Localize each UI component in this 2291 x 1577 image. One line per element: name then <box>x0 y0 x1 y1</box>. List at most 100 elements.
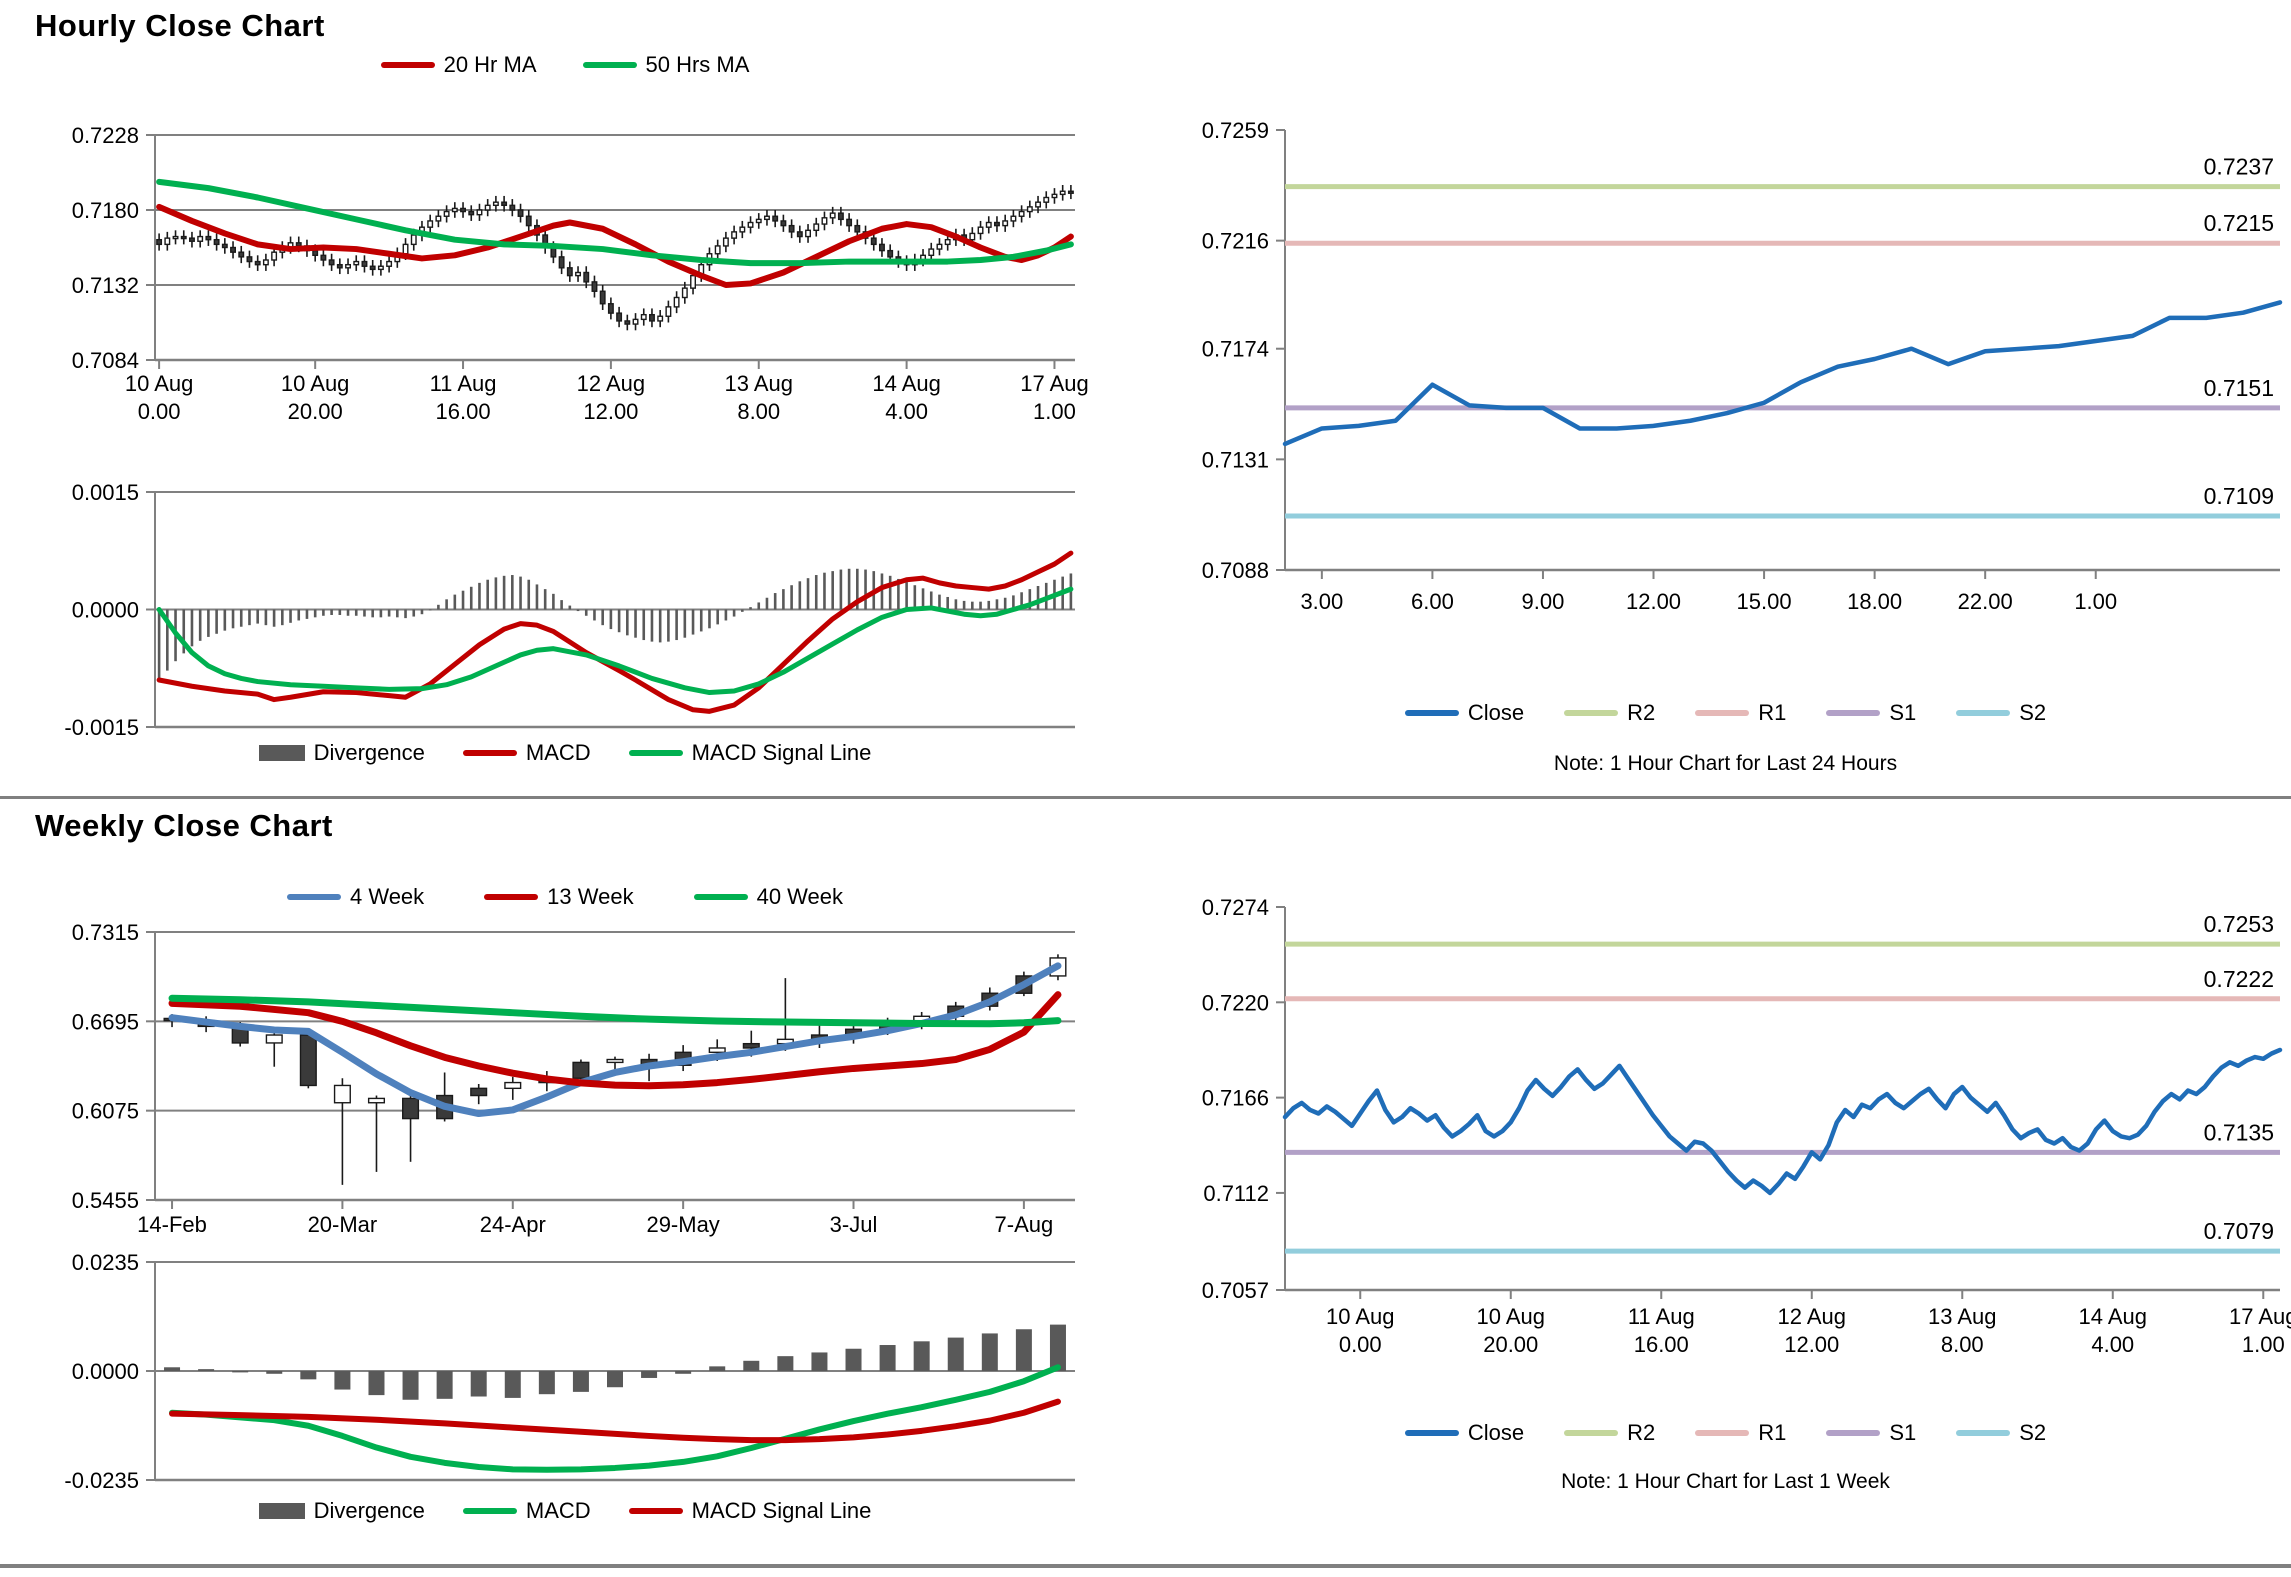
svg-text:0.7259: 0.7259 <box>1202 118 1269 143</box>
svg-text:20.00: 20.00 <box>288 399 343 424</box>
svg-text:0.0015: 0.0015 <box>72 480 139 505</box>
svg-text:0.7174: 0.7174 <box>1202 337 1269 362</box>
line-swatch-icon <box>582 62 637 68</box>
svg-text:3-Jul: 3-Jul <box>830 1212 878 1237</box>
legend-item-40-week: 40 Week <box>693 884 844 910</box>
line-swatch-icon <box>462 1508 517 1514</box>
svg-text:1.00: 1.00 <box>1033 399 1076 424</box>
svg-text:12 Aug: 12 Aug <box>1778 1304 1847 1329</box>
legend-label: R2 <box>1627 1420 1656 1445</box>
legend-label: MACD <box>525 740 591 765</box>
svg-text:12.00: 12.00 <box>583 399 638 424</box>
svg-text:10 Aug: 10 Aug <box>1476 1304 1545 1329</box>
line-swatch-icon <box>628 750 683 756</box>
svg-text:14 Aug: 14 Aug <box>872 371 941 396</box>
svg-text:10 Aug: 10 Aug <box>125 371 194 396</box>
svg-text:18.00: 18.00 <box>1847 589 1902 614</box>
bar-swatch-icon <box>258 1503 305 1519</box>
section-divider <box>0 796 2291 799</box>
legend-label: 50 Hrs MA <box>645 52 750 77</box>
svg-text:0.6075: 0.6075 <box>72 1099 139 1124</box>
weekly-support-resistance-chart: 0.7274 0.7220 0.7166 0.7112 0.7057 10 Aug 0.00… <box>1202 895 2291 1357</box>
weekly-macd-chart: 0.0235 0.0000 -0.0235 <box>64 1250 1075 1493</box>
svg-text:17 Aug: 17 Aug <box>2229 1304 2291 1329</box>
legend-label: R1 <box>1758 700 1787 725</box>
svg-text:16.00: 16.00 <box>1634 1332 1689 1357</box>
svg-text:11 Aug: 11 Aug <box>1628 1304 1695 1329</box>
hourly-sr-note: Note: 1 Hour Chart for Last 24 Hours <box>1553 752 1898 775</box>
svg-text:0.7057: 0.7057 <box>1202 1278 1269 1303</box>
svg-text:12 Aug: 12 Aug <box>577 371 646 396</box>
weekly-sr-legend: Close R2 R1 S1 S2 <box>1160 1420 2291 1446</box>
legend-label: S1 <box>1889 1420 1917 1445</box>
hourly-price-legend: 20 Hr MA 50 Hrs MA <box>40 52 1090 78</box>
legend-label: Divergence <box>313 740 425 765</box>
svg-text:29-May: 29-May <box>646 1212 719 1237</box>
legend-label: Close <box>1467 700 1525 725</box>
svg-text:12.00: 12.00 <box>1626 589 1681 614</box>
svg-text:11 Aug: 11 Aug <box>430 371 497 396</box>
hourly-sr-legend: Close R2 R1 S1 S2 <box>1160 700 2291 726</box>
svg-text:0.7216: 0.7216 <box>1202 229 1269 254</box>
svg-text:0.7315: 0.7315 <box>72 920 139 945</box>
svg-text:0.7084: 0.7084 <box>72 348 139 373</box>
bottom-divider <box>0 1564 2291 1568</box>
svg-text:0.6695: 0.6695 <box>72 1009 139 1034</box>
svg-text:17 Aug: 17 Aug <box>1020 371 1089 396</box>
line-swatch-icon <box>1404 1430 1459 1436</box>
legend-label: 40 Week <box>756 884 844 909</box>
bar-swatch-icon <box>258 745 305 761</box>
legend-item-close: Close <box>1404 700 1525 726</box>
line-swatch-icon <box>1404 710 1459 716</box>
svg-text:0.7109: 0.7109 <box>2204 483 2274 509</box>
line-swatch-icon <box>1826 710 1881 716</box>
weekly-section-title: Weekly Close Chart <box>35 808 333 843</box>
line-swatch-icon <box>1564 1430 1619 1436</box>
legend-item-s2: S2 <box>1956 1420 2046 1446</box>
svg-text:1.00: 1.00 <box>2074 589 2117 614</box>
svg-text:0.7220: 0.7220 <box>1202 990 1269 1015</box>
hourly-macd-chart: 0.0015 0.0000 -0.0015 <box>64 480 1075 740</box>
svg-text:3.00: 3.00 <box>1300 589 1343 614</box>
legend-item-s1: S1 <box>1826 700 1916 726</box>
svg-text:0.7253: 0.7253 <box>2204 911 2274 937</box>
svg-text:13 Aug: 13 Aug <box>1928 1304 1997 1329</box>
legend-item-macd: MACD <box>462 740 591 766</box>
legend-label: MACD Signal Line <box>691 1498 872 1523</box>
legend-label: S2 <box>2019 1420 2047 1445</box>
legend-item-close: Close <box>1404 1420 1524 1446</box>
svg-text:16.00: 16.00 <box>436 399 491 424</box>
svg-text:0.7237: 0.7237 <box>2204 154 2274 180</box>
svg-text:10 Aug: 10 Aug <box>1326 1304 1395 1329</box>
svg-text:24-Apr: 24-Apr <box>480 1212 546 1237</box>
svg-text:20-Mar: 20-Mar <box>308 1212 378 1237</box>
svg-text:0.7222: 0.7222 <box>2204 966 2274 992</box>
svg-text:0.5455: 0.5455 <box>72 1188 139 1213</box>
legend-item-r2: R2 <box>1564 1420 1655 1446</box>
svg-text:14 Aug: 14 Aug <box>2079 1304 2148 1329</box>
svg-text:8.00: 8.00 <box>1941 1332 1984 1357</box>
svg-text:0.0000: 0.0000 <box>72 1359 139 1384</box>
svg-text:0.0000: 0.0000 <box>72 598 139 623</box>
legend-item-divergence: Divergence <box>258 740 425 766</box>
svg-text:0.00: 0.00 <box>1339 1332 1382 1357</box>
legend-label: 4 Week <box>349 884 425 909</box>
svg-text:0.7151: 0.7151 <box>2204 375 2274 401</box>
line-swatch-icon <box>1695 1430 1750 1436</box>
legend-item-r2: R2 <box>1564 700 1655 726</box>
svg-text:7-Aug: 7-Aug <box>995 1212 1054 1237</box>
svg-text:6.00: 6.00 <box>1411 589 1454 614</box>
svg-text:0.7112: 0.7112 <box>1203 1181 1269 1206</box>
legend-item-macd-signal-line: MACD Signal Line <box>628 740 871 766</box>
line-swatch-icon <box>1826 1430 1881 1436</box>
line-swatch-icon <box>628 1508 683 1514</box>
line-swatch-icon <box>1956 1430 2011 1436</box>
line-swatch-icon <box>462 750 517 756</box>
svg-text:13 Aug: 13 Aug <box>724 371 793 396</box>
svg-text:0.7180: 0.7180 <box>72 198 139 223</box>
svg-text:22.00: 22.00 <box>1958 589 2013 614</box>
svg-text:0.7132: 0.7132 <box>72 273 139 298</box>
legend-item-divergence: Divergence <box>258 1498 425 1524</box>
legend-item-s2: S2 <box>1956 700 2046 726</box>
